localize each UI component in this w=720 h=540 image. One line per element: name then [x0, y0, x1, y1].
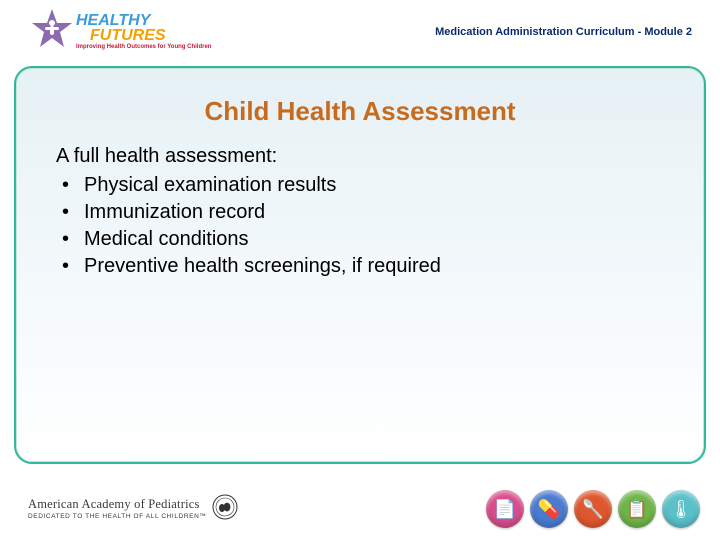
footer-icon-row: 📄 💊 🥄 📋 🌡	[486, 490, 700, 528]
logo-tagline: Improving Health Outcomes for Young Chil…	[76, 45, 211, 51]
slide-header: HEALTHY FUTURES Improving Health Outcome…	[0, 0, 720, 58]
list-item: Medical conditions	[56, 226, 664, 253]
content-card: Child Health Assessment A full health as…	[14, 66, 706, 464]
lead-text: A full health assessment:	[56, 145, 664, 168]
module-label: Medication Administration Curriculum - M…	[435, 26, 692, 38]
bullet-list: Physical examination results Immunizatio…	[56, 172, 664, 280]
list-item: Immunization record	[56, 199, 664, 226]
star-child-icon	[28, 7, 76, 58]
slide-footer: American Academy of Pediatrics DEDICATED…	[0, 480, 720, 540]
list-item: Physical examination results	[56, 172, 664, 199]
slide-title: Child Health Assessment	[56, 96, 664, 127]
list-item: Preventive health screenings, if require…	[56, 253, 664, 280]
aap-tagline: DEDICATED TO THE HEALTH OF ALL CHILDREN™	[28, 513, 206, 520]
logo-word-top: HEALTHY	[76, 13, 211, 28]
gauge-icon: 🌡	[662, 490, 700, 528]
pill-bottle-icon: 💊	[530, 490, 568, 528]
document-icon: 📄	[486, 490, 524, 528]
aap-seal-icon	[212, 494, 238, 524]
clipboard-icon: 📋	[618, 490, 656, 528]
spoon-icon: 🥄	[574, 490, 612, 528]
logo-text: HEALTHY FUTURES Improving Health Outcome…	[76, 13, 211, 51]
logo-word-bottom: FUTURES	[90, 28, 211, 43]
healthy-futures-logo: HEALTHY FUTURES Improving Health Outcome…	[28, 7, 211, 58]
aap-attribution: American Academy of Pediatrics DEDICATED…	[28, 494, 238, 524]
aap-org-name: American Academy of Pediatrics	[28, 497, 206, 511]
